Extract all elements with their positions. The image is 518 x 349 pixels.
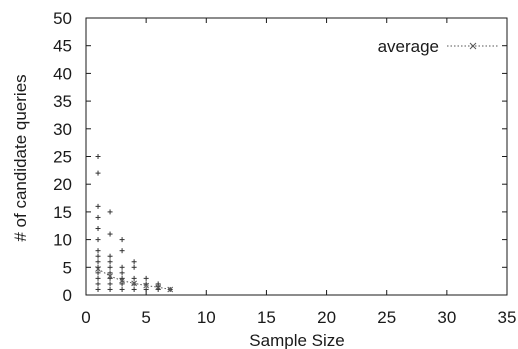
y-axis-title: # of candidate queries: [11, 74, 30, 241]
data-point: [95, 253, 101, 259]
data-point: [95, 237, 101, 243]
x-tick-label: 10: [197, 308, 216, 327]
y-tick-label: 40: [53, 64, 72, 83]
y-tick-label: 50: [53, 9, 72, 28]
data-point: [107, 209, 113, 215]
x-tick-label: 5: [141, 308, 150, 327]
data-point: [107, 253, 113, 259]
y-tick-label: 30: [53, 120, 72, 139]
x-tick-label: 0: [81, 308, 90, 327]
legend-label-average: average: [378, 37, 439, 56]
y-tick-label: 25: [53, 148, 72, 167]
data-point: [95, 170, 101, 176]
data-point: [95, 214, 101, 220]
data-point: [119, 264, 125, 270]
y-tick-label: 35: [53, 92, 72, 111]
data-point: [95, 154, 101, 159]
average-point: [167, 286, 174, 293]
data-points: [95, 154, 174, 293]
data-point: [131, 259, 137, 265]
y-tick-label: 15: [53, 203, 72, 222]
x-tick-label: 35: [498, 308, 517, 327]
average-point: [155, 284, 162, 291]
y-tick-label: 5: [63, 258, 72, 277]
data-point: [95, 226, 101, 232]
data-point: [119, 281, 125, 287]
data-point: [107, 270, 113, 276]
average-point: [143, 282, 149, 289]
data-point: [131, 275, 137, 281]
data-point: [131, 286, 137, 292]
data-point: [107, 231, 113, 237]
average-point: [107, 273, 113, 280]
data-point: [95, 286, 101, 292]
data-point: [95, 248, 101, 254]
data-point: [107, 259, 113, 265]
average-point: [119, 277, 125, 284]
data-point: [107, 286, 113, 292]
axes: [85, 17, 508, 296]
x-tick-label: 30: [437, 308, 456, 327]
data-point: [119, 286, 125, 292]
x-tick-label: 20: [317, 308, 336, 327]
data-point: [95, 259, 101, 265]
data-point: [95, 275, 101, 281]
data-point: [119, 248, 125, 254]
data-point: [143, 286, 149, 292]
y-tick-label: 0: [63, 286, 72, 305]
data-point: [95, 281, 101, 287]
data-point: [95, 203, 101, 209]
y-tick-label: 45: [53, 37, 72, 56]
plot-frame: [85, 17, 508, 296]
legend-marker-average: [469, 42, 477, 50]
y-tick-label: 20: [53, 175, 72, 194]
data-point: [119, 237, 125, 243]
x-axis-title: Sample Size: [249, 331, 344, 349]
data-point: [95, 270, 101, 276]
legend: average: [378, 37, 499, 56]
x-tick-label: 25: [377, 308, 396, 327]
average-point: [131, 280, 137, 287]
data-point: [143, 275, 149, 281]
data-point: [119, 270, 125, 276]
average-point: [95, 266, 101, 272]
data-point: [107, 264, 113, 270]
data-point: [107, 281, 113, 287]
y-tick-label: 10: [53, 231, 72, 250]
ticks: 0 5 10 15 20 25 30 35 0 5 10 15 20 25 30 35 40 45 50: [53, 9, 516, 327]
data-point: [131, 264, 137, 270]
x-tick-label: 15: [257, 308, 276, 327]
